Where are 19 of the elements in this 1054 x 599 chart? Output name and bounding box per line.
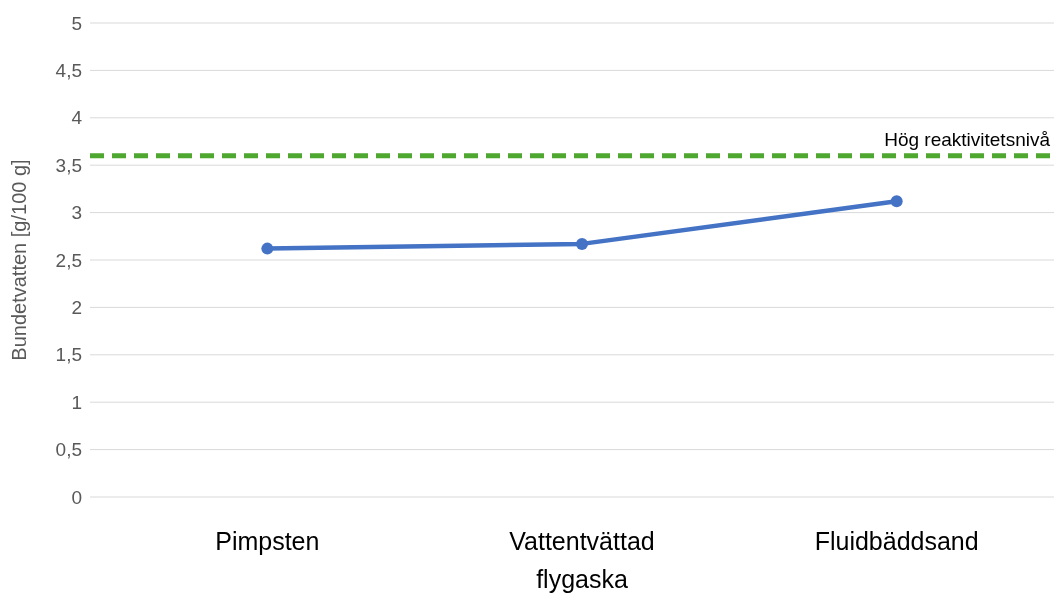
y-tick-label: 0,5 (55, 439, 82, 461)
y-tick-label: 4 (71, 107, 83, 129)
point (261, 242, 274, 255)
y-tick-label: 2 (71, 297, 82, 319)
point (890, 195, 903, 208)
y-tick-label: 1,5 (55, 344, 82, 366)
y-tick-label: 1 (71, 391, 82, 413)
x-tick-label: Fluidbäddsand (814, 527, 979, 555)
x-tick-label: Vattentvättad flygaska (509, 527, 655, 593)
y-tick-label: 2,5 (55, 249, 82, 271)
y-tick-label: 5 (71, 12, 82, 34)
x-tick-label: Pimpsten (215, 527, 320, 555)
point (576, 237, 588, 250)
y-axis-title: Bundetvatten [g/100 g] (8, 159, 30, 361)
y-tick-label: 3 (71, 202, 82, 224)
y-tick-label: 0 (71, 486, 82, 508)
ref-line-label: Hög reaktivitetsnivå (884, 128, 1051, 150)
y-tick-label: 3,5 (55, 154, 82, 176)
y-tick-label: 4,5 (55, 60, 82, 82)
